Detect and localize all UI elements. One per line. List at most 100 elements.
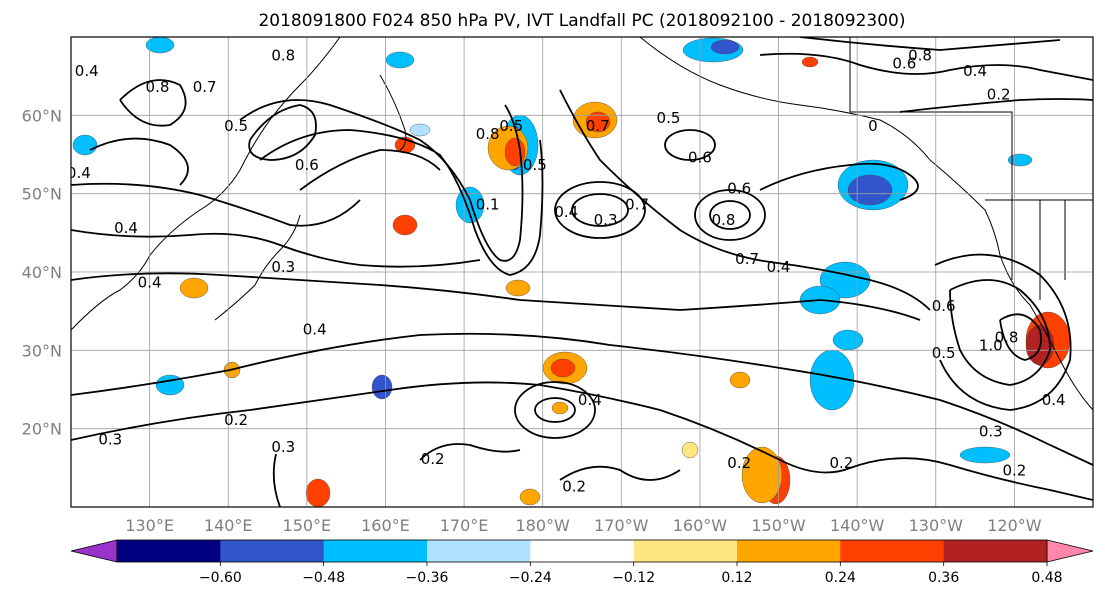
pv-contour: [534, 397, 576, 423]
pv-anomaly-patch: [155, 374, 185, 396]
pv-contour: [71, 182, 361, 227]
contour-value-label: 0.6: [688, 148, 712, 166]
pv-anomaly-patch: [371, 374, 393, 400]
contour-value-label: 1.0: [979, 336, 1003, 354]
contour-value-label: 0.8: [995, 329, 1019, 347]
pv-contour: [559, 465, 681, 481]
colorbar-outline: [116, 539, 1048, 563]
coastline-alaska: [639, 37, 931, 161]
coastline-na-west: [929, 159, 1093, 411]
pv-contour: [514, 381, 596, 439]
contour-value-label: 0.2: [1002, 462, 1026, 480]
contour-value-label: 0.4: [67, 164, 91, 182]
pv-anomaly-patch: [505, 279, 531, 297]
pv-anomaly-patch: [392, 214, 418, 236]
contour-value-label: 0.3: [98, 430, 122, 448]
coastline-japan: [214, 214, 301, 321]
pv-anomaly-patch: [847, 174, 893, 206]
colorbar-tick-label: 0.24: [825, 570, 856, 586]
pv-contour: [934, 253, 1072, 411]
pv-anomaly-patch: [550, 358, 576, 378]
pv-anomaly-patch: [729, 371, 751, 389]
colorbar-tick-label: −0.12: [612, 570, 655, 586]
pv-anomaly-patch: [681, 441, 699, 459]
lon-tick-label: 180°W: [516, 516, 571, 535]
contour-value-label: 0.3: [271, 438, 295, 456]
coastline-kamchatka: [379, 74, 407, 151]
pv-contour: [259, 129, 544, 276]
contour-value-label: 0.6: [727, 180, 751, 198]
contour-value-label: 0.2: [562, 477, 586, 495]
border-alaska: [849, 37, 1013, 200]
lat-tick-label: 30°N: [22, 341, 62, 360]
contour-value-label: 0.4: [114, 219, 138, 237]
pv-contour: [71, 381, 1093, 501]
colorbar-tick-label: −0.36: [406, 570, 449, 586]
colorbar-extend-high: [1046, 539, 1094, 563]
colorbar-segment: [323, 540, 428, 562]
pv-contour: [664, 129, 716, 161]
contour-value-label: 0.8: [271, 47, 295, 65]
colorbar-segment: [840, 540, 945, 562]
coastline-asia: [71, 37, 341, 331]
contour-value-label: 0.8: [908, 47, 932, 65]
contour-value-label: 0.3: [594, 211, 618, 229]
pv-contour: [71, 272, 921, 321]
contour-value-label: 0.5: [499, 117, 523, 135]
pv-contour: [71, 332, 1093, 466]
lon-tick-label: 170°W: [594, 516, 649, 535]
lon-tick-label: 120°W: [987, 516, 1042, 535]
land-outlines: [71, 37, 1093, 411]
pv-anomaly-patch: [305, 478, 331, 507]
contour-value-label: 0.4: [138, 274, 162, 292]
pv-contour: [71, 229, 481, 268]
pv-anomaly-patch: [959, 446, 1011, 464]
contour-value-label: 0.2: [830, 454, 854, 472]
colorbar-segment: [737, 540, 841, 562]
pv-anomaly-patch: [710, 39, 740, 55]
lon-tick-label: 150°E: [283, 516, 332, 535]
lon-tick-label: 140°E: [204, 516, 253, 535]
pv-anomaly-patch: [801, 56, 819, 68]
pv-contour: [119, 79, 187, 127]
latitude-ticks: 20°N 30°N 40°N 50°N 60°N: [22, 106, 62, 438]
pv-anomaly-patches: [72, 37, 1071, 507]
pv-contour: [949, 279, 1051, 386]
pv-anomaly-patch: [179, 277, 209, 299]
contour-value-label: 0.5: [523, 156, 547, 174]
lon-tick-label: 170°E: [440, 516, 489, 535]
colorbar-tick-label: 0.36: [928, 570, 959, 586]
pv-contours: [71, 37, 1093, 507]
pv-contour: [999, 313, 1042, 361]
contour-value-label: 0.7: [735, 250, 759, 268]
pv-contour: [419, 443, 521, 461]
pv-contour: [709, 200, 751, 230]
pv-contour: [899, 98, 1093, 113]
pv-contour: [299, 149, 441, 191]
lon-tick-label: 140°W: [830, 516, 885, 535]
contour-value-label: 0.3: [979, 423, 1003, 441]
colorbar-segment: [633, 540, 738, 562]
colorbar-segment: [530, 540, 635, 562]
contour-value-label: 0.3: [271, 258, 295, 276]
colorbar-tick-label: 0.12: [721, 570, 752, 586]
contour-value-label: 0: [868, 117, 878, 135]
contour-labels: 0.40.8 0.70.50.80.60.40.40.40.30.40.20.3 0…: [67, 47, 1066, 496]
contour-value-label: 0.4: [554, 203, 578, 221]
lon-tick-label: 130°W: [909, 516, 964, 535]
map-frame: [70, 36, 1094, 508]
border-states: [1011, 200, 1066, 300]
chart-title: 2018091800 F024 850 hPa PV, IVT Landfall…: [258, 11, 905, 31]
contour-value-label: 0.1: [476, 195, 500, 213]
pv-anomaly-patch: [385, 51, 415, 69]
pv-contour: [554, 181, 646, 239]
colorbar-tick-label: −0.60: [199, 570, 242, 586]
pv-anomaly-patch: [519, 488, 541, 506]
contour-value-label: 0.2: [987, 86, 1011, 104]
colorbar: −0.60 −0.48 −0.36 −0.24 −0.12 0.12 0.24 0.36 0.4…: [70, 539, 1094, 586]
lat-tick-label: 50°N: [22, 185, 62, 204]
contour-value-label: 0.2: [727, 454, 751, 472]
pv-contour: [239, 99, 524, 262]
pv-contour: [799, 37, 1061, 51]
contour-value-label: 0.8: [476, 125, 500, 143]
